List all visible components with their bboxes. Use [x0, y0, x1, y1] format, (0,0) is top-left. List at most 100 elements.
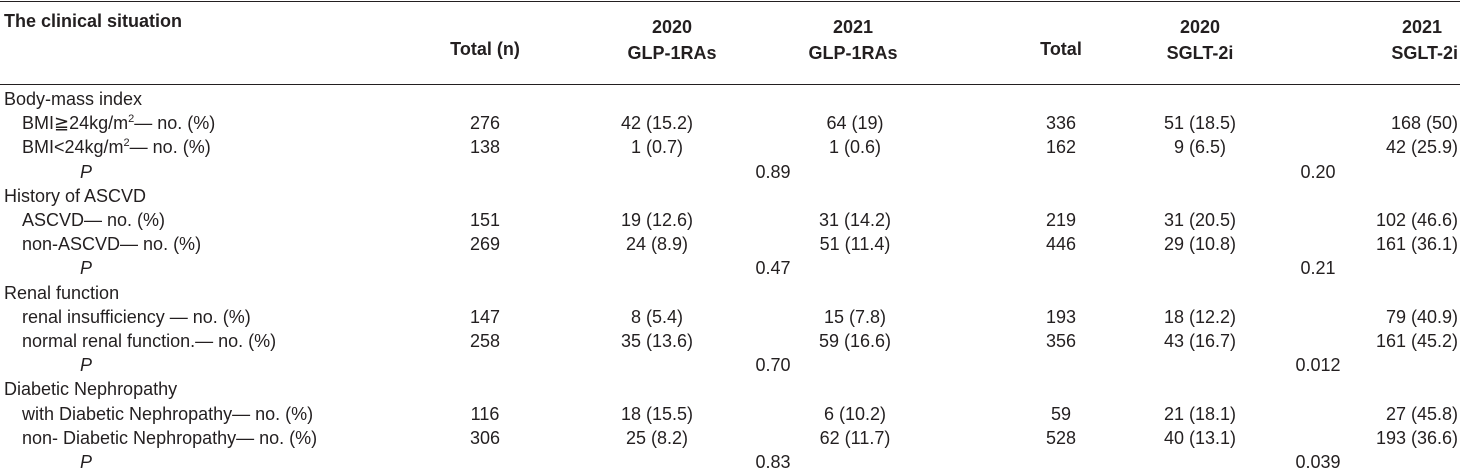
- section-title-row: History of ASCVD: [0, 184, 1460, 208]
- cell-glp2020: 18 (15.5): [620, 403, 694, 424]
- cell-total_n: 116: [470, 403, 500, 424]
- cell-glp2021: 59 (16.6): [818, 331, 892, 351]
- header-sglt-2021-name: SGLT-2i: [1391, 43, 1458, 63]
- cell-sglt2021: 102 (46.6): [1375, 210, 1458, 230]
- cell-sglt2020: 51 (18.5): [1163, 113, 1237, 134]
- cell-sglt2021: 168 (50): [1390, 113, 1458, 134]
- cell-glp2020: 35 (13.6): [620, 331, 694, 351]
- cell-total: 59: [1050, 403, 1072, 424]
- cell-total: 446: [1045, 234, 1077, 255]
- p-value-sglt: 0.012: [1295, 355, 1341, 376]
- p-value-glp: 0.83: [755, 452, 791, 472]
- cell-glp2021: 62 (11.7): [819, 427, 891, 448]
- section-title: Diabetic Nephropathy: [4, 379, 178, 400]
- row-label-suffix: — no. (%): [129, 137, 211, 158]
- row-label: ASCVD— no. (%): [22, 208, 165, 232]
- section-title: Renal function: [4, 282, 120, 303]
- table-row: non- Diabetic Nephropathy— no. (%) 306 25 …: [0, 426, 1460, 450]
- row-label-text: non- Diabetic Nephropathy— no. (%): [22, 427, 318, 448]
- header-situation: The clinical situation: [4, 11, 183, 31]
- row-label: with Diabetic Nephropathy— no. (%): [22, 402, 313, 426]
- cell-sglt2020: 21 (18.1): [1163, 403, 1237, 424]
- cell-total: 162: [1045, 137, 1077, 158]
- p-value-glp: 0.47: [755, 258, 791, 279]
- table-row: BMI≧24kg/m2— no. (%) 276 42 (15.2) 64 (19) 3…: [0, 111, 1460, 135]
- row-label-suffix: — no. (%): [134, 113, 216, 134]
- cell-glp2021: 64 (19): [826, 113, 884, 134]
- table-row: BMI<24kg/m2— no. (%) 138 1 (0.7) 1 (0.6) 162…: [0, 135, 1460, 159]
- row-label: BMI<24kg/m2— no. (%): [22, 135, 211, 159]
- p-value-row: P 0.89 0.20: [0, 160, 1460, 184]
- p-value-row: P 0.70 0.012: [0, 353, 1460, 377]
- cell-sglt2020: 43 (16.7): [1163, 331, 1237, 351]
- cell-sglt2020: 40 (13.1): [1163, 427, 1237, 448]
- cell-glp2021: 15 (7.8): [823, 306, 887, 327]
- cell-total: 356: [1045, 331, 1077, 351]
- row-label-superscript: 2: [128, 113, 135, 126]
- header-glp-2020-year: 2020: [651, 17, 693, 37]
- cell-sglt2020: 18 (12.2): [1163, 306, 1237, 327]
- cell-glp2021: 51 (11.4): [819, 234, 891, 255]
- header-glp-2021-name: GLP-1RAs: [808, 43, 898, 63]
- cell-glp2020: 19 (12.6): [620, 210, 694, 230]
- cell-sglt2021: 193 (36.6): [1375, 427, 1458, 448]
- table-row: non-ASCVD— no. (%) 269 24 (8.9) 51 (11.4) 44…: [0, 232, 1460, 256]
- cell-total_n: 276: [469, 113, 501, 134]
- cell-glp2021: 31 (14.2): [818, 210, 892, 230]
- cell-total: 193: [1045, 306, 1077, 327]
- cell-glp2021: 6 (10.2): [823, 403, 887, 424]
- header-sglt-2020-name: SGLT-2i: [1166, 43, 1234, 63]
- cell-total: 336: [1045, 113, 1077, 134]
- section-title: Body-mass index: [4, 89, 143, 109]
- header-total: Total: [1040, 39, 1082, 59]
- p-value-row: P 0.47 0.21: [0, 256, 1460, 280]
- header-glp-2020-name: GLP-1RAs: [627, 43, 717, 63]
- table-row: with Diabetic Nephropathy— no. (%) 116 18 …: [0, 402, 1460, 426]
- cell-sglt2021: 79 (40.9): [1385, 306, 1458, 327]
- row-label-text: BMI≧24kg/m: [22, 113, 129, 134]
- p-value-sglt: 0.20: [1300, 161, 1336, 182]
- row-label-text: ASCVD— no. (%): [22, 210, 166, 230]
- cell-sglt2020: 29 (10.8): [1163, 234, 1237, 255]
- row-label-text: with Diabetic Nephropathy— no. (%): [22, 403, 314, 424]
- cell-sglt2021: 161 (36.1): [1375, 234, 1458, 255]
- p-label: P: [80, 355, 93, 376]
- row-label: renal insufficiency — no. (%): [22, 305, 251, 329]
- cell-total: 528: [1045, 427, 1077, 448]
- cell-total_n: 138: [469, 137, 501, 158]
- row-label: non-ASCVD— no. (%): [22, 232, 201, 256]
- row-label-text: renal insufficiency — no. (%): [22, 306, 251, 327]
- cell-sglt2021: 161 (45.2): [1375, 331, 1458, 351]
- cell-sglt2021: 27 (45.8): [1385, 403, 1458, 424]
- table-top-rule: [0, 1, 1460, 2]
- table-row: ASCVD— no. (%) 151 19 (12.6) 31 (14.2) 219 31…: [0, 208, 1460, 232]
- p-value-row: P 0.83 0.039: [0, 450, 1460, 474]
- row-label-text: BMI<24kg/m: [22, 137, 124, 158]
- cell-sglt2021: 42 (25.9): [1385, 137, 1458, 158]
- header-rule: [0, 84, 1460, 85]
- cell-sglt2020: 9 (6.5): [1173, 137, 1227, 158]
- cell-glp2021: 1 (0.6): [828, 137, 882, 158]
- section-title: History of ASCVD: [4, 185, 147, 206]
- header-total-n: Total (n): [450, 39, 520, 59]
- cell-total_n: 269: [469, 234, 501, 255]
- section-title-row: Diabetic Nephropathy: [0, 377, 1460, 401]
- cell-glp2020: 25 (8.2): [625, 427, 689, 448]
- row-label: BMI≧24kg/m2— no. (%): [22, 111, 215, 135]
- cell-glp2020: 24 (8.9): [625, 234, 689, 255]
- row-label: normal renal function.— no. (%): [22, 329, 276, 353]
- p-label: P: [80, 258, 93, 279]
- row-label: non- Diabetic Nephropathy— no. (%): [22, 426, 317, 450]
- cell-total_n: 258: [469, 331, 501, 351]
- cell-total: 219: [1045, 210, 1077, 230]
- cell-sglt2020: 31 (20.5): [1163, 210, 1237, 230]
- cell-total_n: 151: [469, 210, 501, 230]
- table-row: normal renal function.— no. (%) 258 35 (13…: [0, 329, 1460, 353]
- p-value-glp: 0.70: [755, 355, 791, 376]
- section-title-row: Body-mass index: [0, 87, 1460, 111]
- row-label-text: normal renal function.— no. (%): [22, 331, 277, 351]
- header-glp-2021-year: 2021: [832, 17, 874, 37]
- cell-glp2020: 1 (0.7): [630, 137, 684, 158]
- header-sglt-2021-year: 2021: [1401, 17, 1442, 37]
